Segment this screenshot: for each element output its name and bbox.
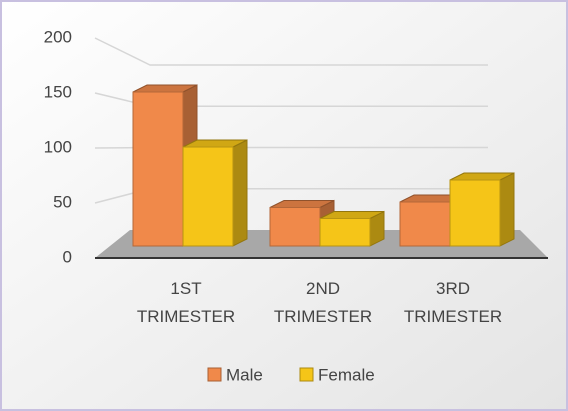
bar [182,139,248,247]
x-tick-line: 1ST [170,279,201,298]
y-tick-label: 100 [44,137,72,156]
y-tick-label: 150 [44,82,72,101]
x-tick-label: 3RD TRIMESTER [404,279,502,326]
bar-front [449,179,501,247]
grid-line [94,37,488,66]
x-tick-label: 1ST TRIMESTER [137,279,235,326]
bar-front [319,218,371,247]
bar-front [269,207,321,247]
y-tick-label: 0 [63,247,72,266]
bar-front [182,146,234,247]
bar [319,210,385,247]
bar-side [232,139,248,247]
y-tick-label: 50 [53,192,72,211]
x-tick-label: 2ND TRIMESTER [274,279,372,326]
x-tick-line: 3RD [436,279,470,298]
bar-side [499,172,515,247]
x-tick-line: 2ND [306,279,340,298]
bar-front [132,91,184,247]
legend-swatch [207,367,222,382]
x-tick-line: TRIMESTER [137,307,235,326]
x-tick-line: TRIMESTER [274,307,372,326]
bar-front [399,201,451,247]
legend-swatch [299,367,314,382]
legend-label: Female [318,365,375,384]
y-tick-label: 200 [44,27,72,46]
bar [449,172,515,247]
legend-label: Male [226,365,263,384]
x-tick-line: TRIMESTER [404,307,502,326]
